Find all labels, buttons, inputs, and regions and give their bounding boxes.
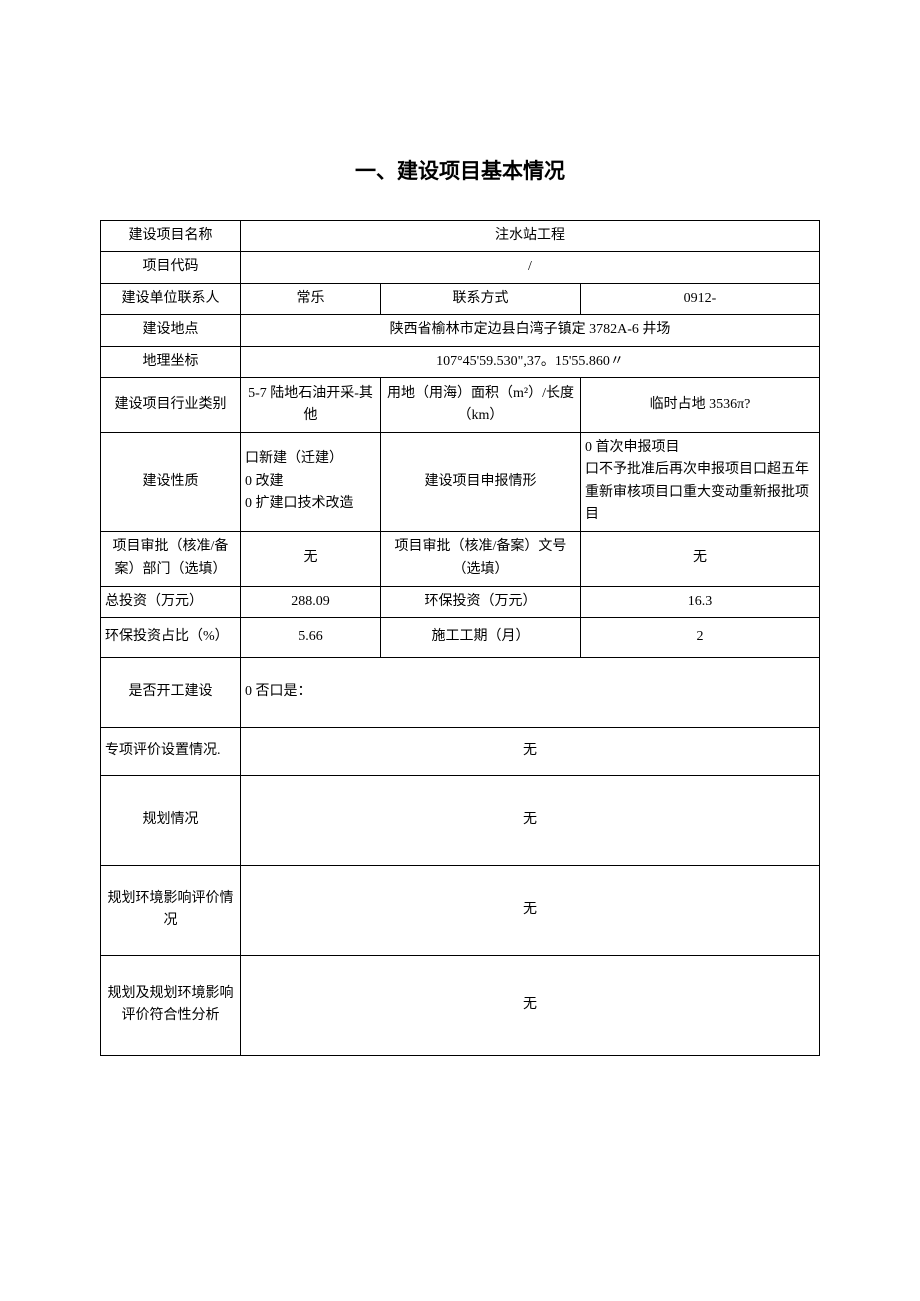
cell-approve-no-value: 无: [581, 531, 820, 586]
cell-special-eval-value: 无: [241, 727, 820, 775]
cell-project-code-value: /: [241, 252, 820, 283]
cell-land-value: 临时占地 3536π?: [581, 377, 820, 432]
cell-industry-value: 5-7 陆地石油开采-其他: [241, 377, 381, 432]
page-title: 一、建设项目基本情况: [100, 155, 820, 185]
cell-nature-label: 建设性质: [101, 432, 241, 531]
cell-total-invest-label: 总投资（万元）: [101, 586, 241, 617]
cell-started-label: 是否开工建设: [101, 657, 241, 727]
cell-project-name-value: 注水站工程: [241, 221, 820, 252]
cell-plan-env-value: 无: [241, 865, 820, 955]
cell-plan-conform-value: 无: [241, 955, 820, 1055]
cell-plan-value: 无: [241, 775, 820, 865]
cell-land-label: 用地（用海）面积（m²）/长度（km）: [381, 377, 581, 432]
cell-project-name-label: 建设项目名称: [101, 221, 241, 252]
cell-geo-label: 地理坐标: [101, 346, 241, 377]
cell-started-value: 0 否口是：: [241, 657, 820, 727]
cell-approve-dept-value: 无: [241, 531, 381, 586]
cell-env-ratio-value: 5.66: [241, 617, 381, 657]
cell-industry-label: 建设项目行业类别: [101, 377, 241, 432]
cell-env-invest-label: 环保投资（万元）: [381, 586, 581, 617]
cell-approve-dept-label: 项目审批（核准/备案）部门（选填）: [101, 531, 241, 586]
cell-contact-method-value: 0912-: [581, 283, 820, 314]
cell-plan-label: 规划情况: [101, 775, 241, 865]
cell-plan-env-label: 规划环境影响评价情况: [101, 865, 241, 955]
cell-contact-method-label: 联系方式: [381, 283, 581, 314]
cell-special-eval-label: 专项评价设置情况.: [101, 727, 241, 775]
cell-location-label: 建设地点: [101, 315, 241, 346]
cell-period-label: 施工工期（月）: [381, 617, 581, 657]
cell-period-value: 2: [581, 617, 820, 657]
cell-contact-name: 常乐: [241, 283, 381, 314]
cell-env-invest-value: 16.3: [581, 586, 820, 617]
cell-plan-conform-label: 规划及规划环境影响评价符合性分析: [101, 955, 241, 1055]
cell-env-ratio-label: 环保投资占比（%）: [101, 617, 241, 657]
cell-nature-value: 口新建（迁建） 0 改建 0 扩建口技术改造: [241, 432, 381, 531]
cell-total-invest-value: 288.09: [241, 586, 381, 617]
cell-declare-label: 建设项目申报情形: [381, 432, 581, 531]
cell-project-code-label: 项目代码: [101, 252, 241, 283]
cell-location-value: 陕西省榆林市定边县白湾子镇定 3782A-6 井场: [241, 315, 820, 346]
cell-approve-no-label: 项目审批（核准/备案）文号（选填）: [381, 531, 581, 586]
cell-geo-value: 107°45'59.530",37。15'55.860〃: [241, 346, 820, 377]
main-table: 建设项目名称 注水站工程 项目代码 / 建设单位联系人 常乐 联系方式 0912…: [100, 220, 820, 1056]
cell-contact-label: 建设单位联系人: [101, 283, 241, 314]
cell-declare-value: 0 首次申报项目 口不予批准后再次申报项目口超五年重新审核项目口重大变动重新报批…: [581, 432, 820, 531]
